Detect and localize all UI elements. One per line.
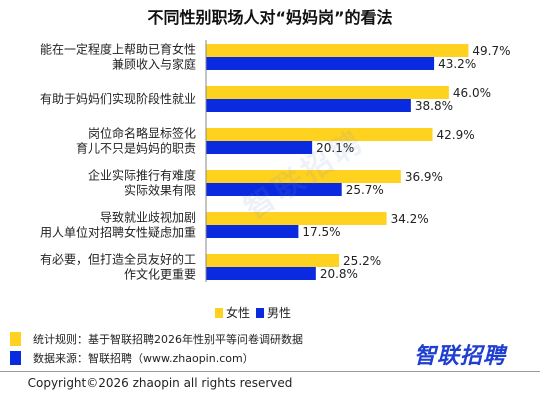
category-label: 用人单位对招聘女性疑虑加重 — [40, 225, 196, 240]
chart-title: 不同性别职场人对“妈妈岗”的看法 — [147, 8, 393, 27]
data-label-male: 17.5% — [302, 225, 340, 239]
data-label-female: 49.7% — [472, 44, 510, 58]
footnote-method-text: 统计规则：基于智联招聘2026年性别平等问卷调研数据 — [33, 333, 303, 346]
bar-male — [206, 57, 435, 70]
data-label-female: 46.0% — [453, 86, 491, 100]
legend-label-female: 女性 — [226, 306, 251, 320]
category-label: 能在一定程度上帮助已育女性 — [40, 42, 196, 57]
data-label-male: 43.2% — [438, 57, 476, 71]
bar-male — [206, 225, 299, 238]
data-label-female: 36.9% — [405, 170, 443, 184]
bar-female — [206, 86, 449, 99]
bar-female — [206, 128, 433, 141]
data-label-female: 25.2% — [343, 254, 381, 268]
data-label-female: 34.2% — [391, 212, 429, 226]
legend-swatch-female — [215, 307, 223, 318]
category-label: 兼顾收入与家庭 — [112, 57, 196, 72]
category-label: 导致就业歧视加剧 — [100, 210, 196, 225]
footnote-source-text: 数据来源：智联招聘（www.zhaopin.com） — [33, 352, 254, 365]
category-label: 育儿不只是妈妈的职责 — [76, 141, 196, 156]
legend: 女性 男性 — [215, 304, 297, 321]
footnote-method: 统计规则：基于智联招聘2026年性别平等问卷调研数据 — [10, 331, 303, 347]
bar-female — [206, 170, 401, 183]
bar-female — [206, 44, 469, 57]
divider — [0, 371, 540, 372]
brand-logo: 智联招聘 — [414, 344, 507, 369]
category-label: 有助于妈妈们实现阶段性就业 — [40, 91, 196, 106]
category-label: 有必要，但打造全员友好的工 — [40, 252, 196, 267]
legend-item-male: 男性 — [256, 304, 291, 321]
data-label-male: 20.1% — [316, 141, 354, 155]
bar-male — [206, 99, 411, 112]
legend-item-female: 女性 — [215, 304, 250, 321]
bar-male — [206, 183, 342, 196]
bar-female — [206, 212, 387, 225]
bar-female — [206, 254, 340, 267]
data-label-female: 42.9% — [437, 128, 475, 142]
category-label: 企业实际推行有难度 — [88, 168, 196, 183]
data-label-male: 38.8% — [415, 99, 453, 113]
legend-swatch-male — [256, 307, 265, 318]
bar-male — [206, 141, 313, 154]
footnote-source: 数据来源：智联招聘（www.zhaopin.com） — [10, 350, 254, 366]
data-label-male: 20.8% — [320, 267, 358, 281]
data-label-male: 25.7% — [346, 183, 384, 197]
legend-label-male: 男性 — [267, 306, 292, 320]
bar-male — [206, 267, 316, 280]
footnote-marker-yellow — [10, 332, 21, 346]
footnote-marker-blue — [10, 351, 21, 365]
copyright: Copyright©2026 zhaopin all rights reserv… — [27, 376, 293, 390]
category-label: 实际效果有限 — [124, 183, 196, 198]
category-label: 作文化更重要 — [124, 267, 196, 282]
category-label: 岗位命名略显标签化 — [88, 126, 196, 141]
